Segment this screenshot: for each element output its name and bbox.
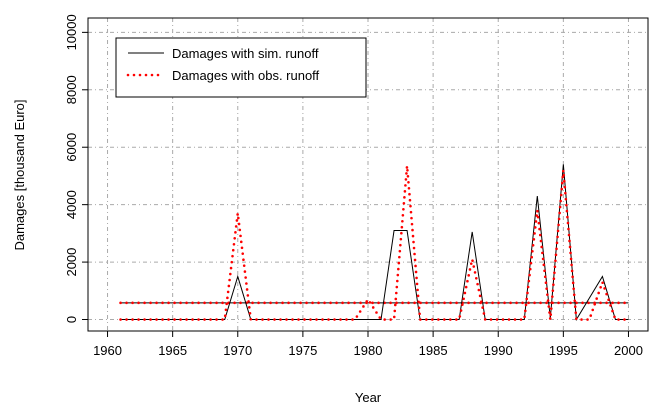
legend-label: Damages with obs. runoff — [172, 68, 320, 83]
y-tick-label: 0 — [64, 316, 79, 323]
x-axis-label: Year — [355, 390, 382, 405]
x-tick-label: 1975 — [288, 343, 317, 358]
legend-label: Damages with sim. runoff — [172, 46, 319, 61]
x-tick-label: 1965 — [158, 343, 187, 358]
y-tick-label: 2000 — [64, 248, 79, 277]
y-axis-label: Damages [thousand Euro] — [12, 99, 27, 250]
plot-frame — [87, 17, 649, 332]
legend-box — [115, 37, 367, 98]
legend: Damages with sim. runoff Damages with obs… — [115, 37, 367, 98]
y-tick-label: 6000 — [64, 133, 79, 162]
y-tick-label: 4000 — [64, 190, 79, 219]
y-tick-label: 10000 — [64, 14, 79, 50]
y-tick-label: 8000 — [64, 75, 79, 104]
x-tick-label: 1980 — [354, 343, 383, 358]
x-tick-label: 2000 — [614, 343, 643, 358]
x-tick-label: 1960 — [93, 343, 122, 358]
x-tick-label: 1970 — [223, 343, 252, 358]
data-line — [119, 165, 630, 321]
x-tick-label: 1995 — [549, 343, 578, 358]
x-tick-label: 1990 — [484, 343, 513, 358]
x-tick-label: 1985 — [419, 343, 448, 358]
